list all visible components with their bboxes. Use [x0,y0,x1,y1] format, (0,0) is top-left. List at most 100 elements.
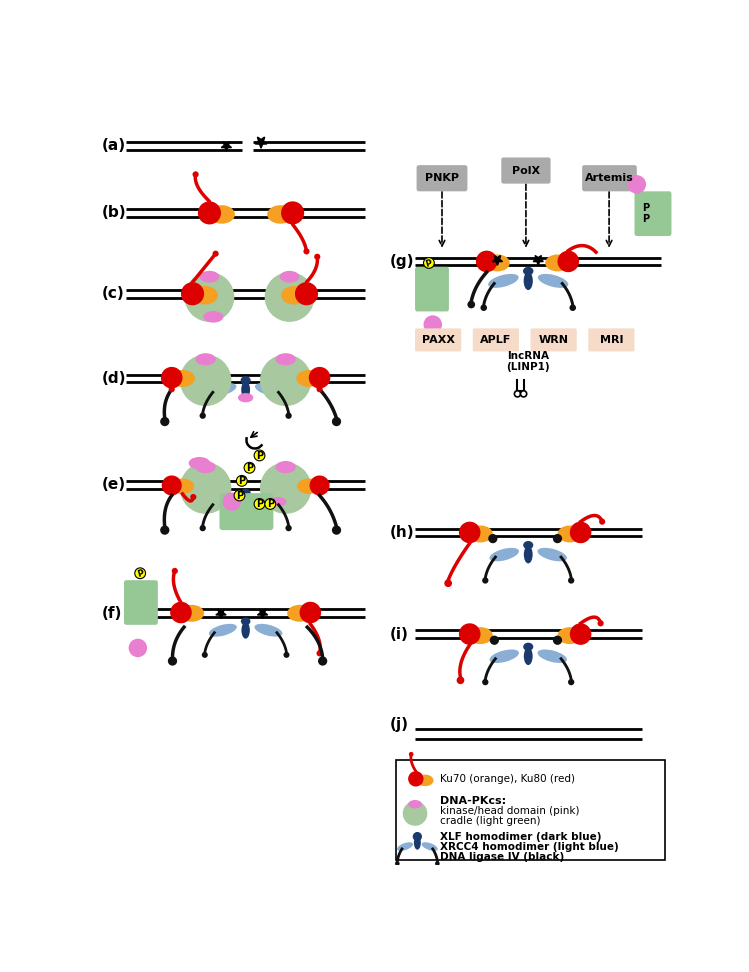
Ellipse shape [523,266,533,275]
Ellipse shape [538,548,567,562]
Text: APLF: APLF [480,335,512,345]
Text: DNA-PKcs:: DNA-PKcs: [440,796,506,806]
FancyBboxPatch shape [588,329,634,352]
Ellipse shape [171,478,194,494]
Ellipse shape [276,461,296,473]
Text: MRI: MRI [600,335,623,345]
Ellipse shape [279,271,300,283]
Ellipse shape [241,494,250,511]
Text: P: P [246,463,253,473]
Circle shape [169,386,175,393]
FancyBboxPatch shape [415,266,449,311]
Polygon shape [492,256,503,265]
Circle shape [172,568,178,574]
Text: PNKP: PNKP [425,173,459,184]
Circle shape [180,463,231,514]
Text: cradle (light green): cradle (light green) [440,816,541,826]
Ellipse shape [267,205,294,224]
Ellipse shape [557,526,582,542]
Circle shape [568,577,574,583]
Ellipse shape [180,605,204,622]
Ellipse shape [422,843,437,850]
Circle shape [599,519,605,525]
Ellipse shape [524,541,533,549]
Circle shape [568,679,574,685]
Circle shape [222,493,241,511]
Ellipse shape [195,353,216,365]
Ellipse shape [538,274,568,288]
Ellipse shape [545,255,570,271]
Circle shape [490,636,499,644]
Ellipse shape [240,376,251,385]
Circle shape [181,282,204,305]
Circle shape [444,579,452,587]
Text: DNA ligase IV (black): DNA ligase IV (black) [440,851,565,861]
Circle shape [569,304,576,311]
Circle shape [260,355,312,406]
Circle shape [190,494,196,501]
Ellipse shape [238,393,253,402]
FancyBboxPatch shape [530,329,577,352]
Circle shape [553,636,562,644]
Circle shape [521,391,527,397]
Circle shape [435,861,440,866]
Circle shape [459,522,481,543]
Circle shape [332,526,341,535]
Text: (f): (f) [102,606,122,621]
Circle shape [283,652,290,658]
Text: P: P [256,451,263,461]
Text: (j): (j) [389,717,409,733]
Ellipse shape [281,286,307,304]
Polygon shape [255,137,267,148]
Text: P: P [238,476,246,486]
Circle shape [184,272,234,322]
Circle shape [476,251,497,272]
Circle shape [482,577,488,583]
FancyBboxPatch shape [219,493,273,530]
Ellipse shape [276,353,296,365]
FancyBboxPatch shape [124,580,158,625]
Text: PolX: PolX [512,165,540,176]
Circle shape [332,417,341,426]
Circle shape [318,656,327,666]
Circle shape [409,752,413,756]
Circle shape [408,771,423,786]
Ellipse shape [207,496,237,509]
Text: (d): (d) [102,371,126,386]
Bar [395,759,665,859]
Circle shape [459,623,481,644]
Polygon shape [216,608,226,619]
Text: (c): (c) [102,286,124,301]
Circle shape [192,171,198,178]
Ellipse shape [203,311,223,323]
Circle shape [285,412,292,419]
Circle shape [482,679,488,685]
Ellipse shape [170,370,195,387]
Ellipse shape [200,271,219,283]
Ellipse shape [255,624,282,637]
Text: (a): (a) [102,138,126,154]
Ellipse shape [241,622,250,639]
Text: (h): (h) [389,525,414,539]
Ellipse shape [255,383,285,397]
Circle shape [201,652,207,658]
Circle shape [488,534,497,543]
Circle shape [403,801,428,826]
Ellipse shape [524,272,533,290]
Circle shape [254,499,265,509]
Ellipse shape [557,627,582,644]
Circle shape [160,417,169,426]
FancyBboxPatch shape [582,165,637,191]
Text: (g): (g) [389,254,414,269]
Ellipse shape [490,548,519,562]
Ellipse shape [485,255,510,271]
Ellipse shape [524,647,533,665]
Circle shape [317,650,323,656]
Text: (e): (e) [102,477,126,492]
Text: lncRNA
(LINP1): lncRNA (LINP1) [506,351,550,372]
Circle shape [303,248,309,255]
Ellipse shape [241,381,250,399]
Circle shape [244,463,255,473]
Circle shape [570,623,592,644]
FancyBboxPatch shape [415,329,461,352]
